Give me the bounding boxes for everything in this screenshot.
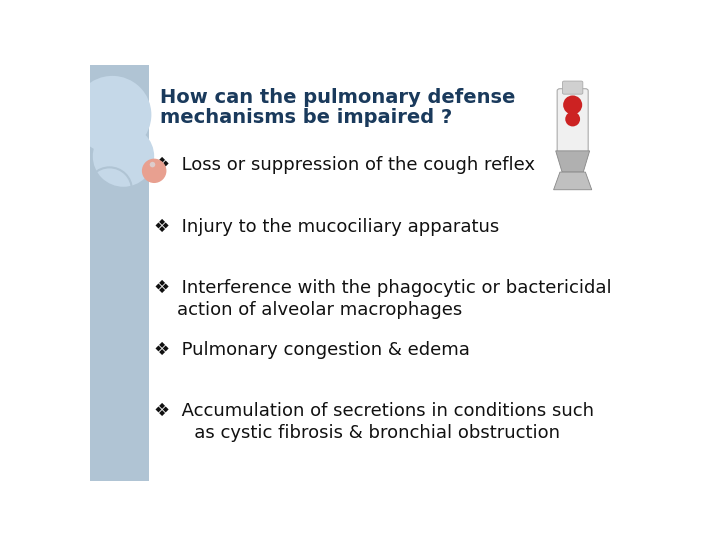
Text: ❖  Interference with the phagocytic or bactericidal
    action of alveolar macro: ❖ Interference with the phagocytic or ba… [154,279,612,319]
Ellipse shape [73,76,151,153]
Text: ❖  Injury to the mucociliary apparatus: ❖ Injury to the mucociliary apparatus [154,218,500,236]
FancyBboxPatch shape [562,81,582,94]
Ellipse shape [563,96,582,114]
Text: ❖  Accumulation of secretions in conditions such
       as cystic fibrosis & bro: ❖ Accumulation of secretions in conditio… [154,402,594,442]
Polygon shape [556,151,590,172]
Text: ❖  Pulmonary congestion & edema: ❖ Pulmonary congestion & edema [154,341,470,359]
Ellipse shape [93,126,154,187]
Bar [90,65,148,481]
Text: mechanisms be impaired ?: mechanisms be impaired ? [160,109,452,127]
Ellipse shape [150,162,156,167]
Text: How can the pulmonary defense: How can the pulmonary defense [160,87,515,107]
Text: ❖  Loss or suppression of the cough reflex: ❖ Loss or suppression of the cough refle… [154,156,535,174]
Ellipse shape [142,159,166,183]
Polygon shape [554,172,592,190]
FancyBboxPatch shape [557,89,588,153]
Ellipse shape [565,112,580,126]
